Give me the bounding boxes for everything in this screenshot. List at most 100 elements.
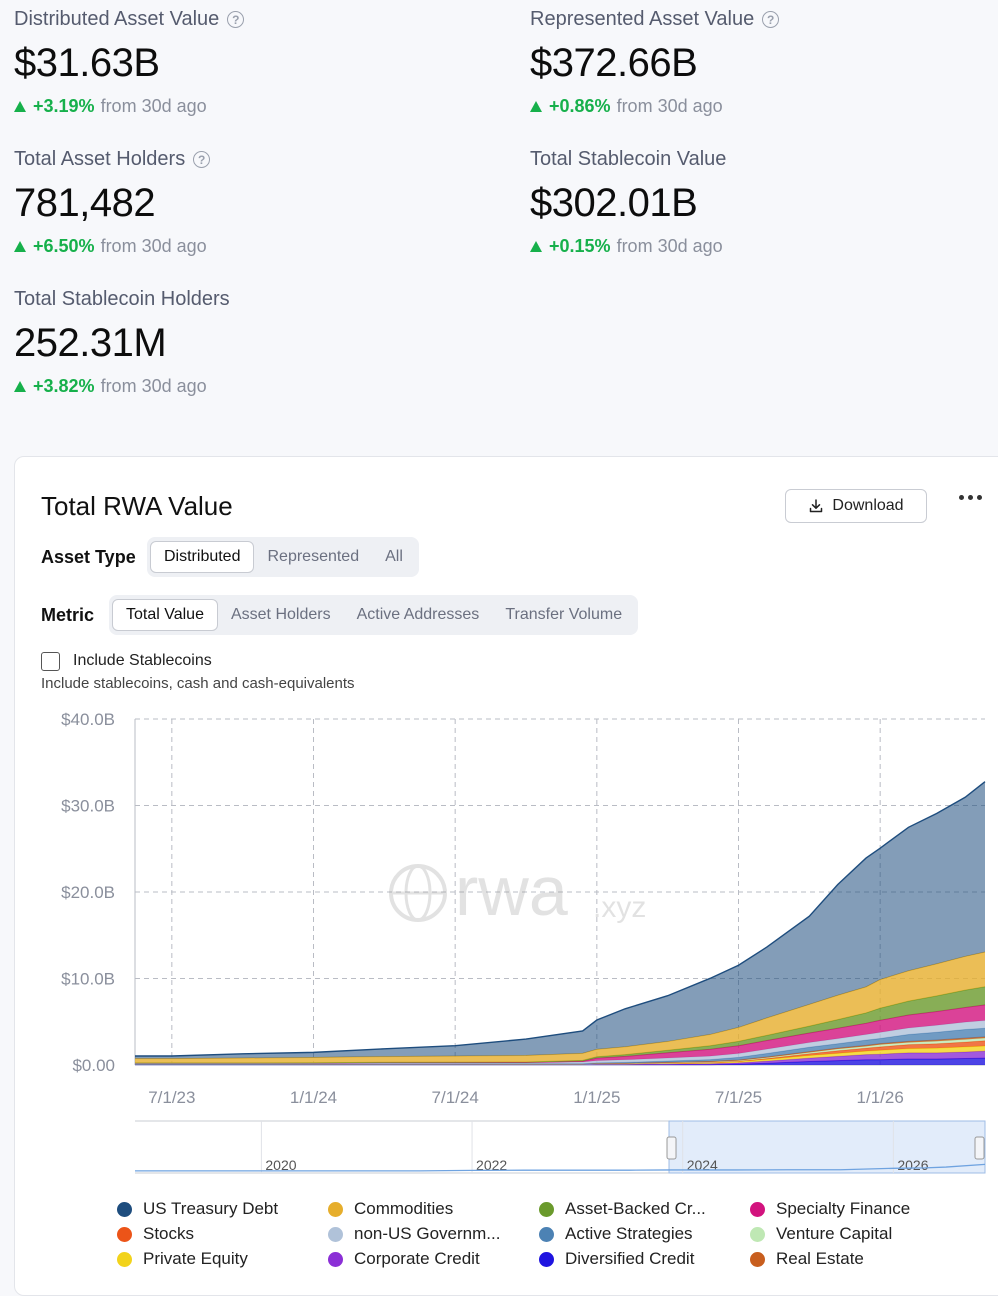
legend-label: Asset-Backed Cr... (565, 1199, 706, 1218)
watermark-suffix: .xyz (593, 891, 646, 924)
area-us-treasury-debt (135, 781, 985, 1059)
area-specialty-finance (135, 1004, 985, 1064)
stat-change-percent: +0.86% (549, 96, 611, 116)
metric-label: Metric (41, 605, 95, 625)
globe-icon (389, 864, 447, 922)
asset-type-option-all[interactable]: All (385, 548, 403, 565)
stat-change: +3.19% from 30d ago (14, 96, 244, 117)
legend-swatch (328, 1226, 343, 1242)
area-venture-capital (135, 1038, 985, 1065)
include-stablecoins-checkbox[interactable] (41, 652, 60, 671)
legend-swatch (328, 1201, 343, 1217)
trend-up-icon (14, 101, 26, 112)
metric-option-total-value[interactable]: Total Value (112, 599, 218, 631)
stat-total-stablecoin-value: Total Stablecoin Value $302.01B +0.15% from… (530, 148, 726, 257)
stat-change-percent: +3.82% (33, 376, 95, 396)
stat-value: $31.63B (14, 41, 160, 85)
asset-type-option-distributed[interactable]: Distributed (150, 541, 255, 573)
asset-type-option-represented[interactable]: Represented (267, 548, 360, 565)
legend-swatch (750, 1201, 765, 1217)
metric-option-active-addresses[interactable]: Active Addresses (356, 606, 480, 623)
legend-item[interactable]: Corporate Credit (328, 1249, 480, 1269)
x-tick-label: 1/1/26 (857, 1088, 904, 1107)
y-tick-label: $30.0B (61, 797, 115, 816)
stat-value: 781,482 (14, 181, 156, 225)
navigator-tick-label: 2026 (897, 1157, 928, 1173)
trend-up-icon (14, 381, 26, 392)
legend-swatch (539, 1251, 554, 1267)
legend-item[interactable]: Active Strategies (539, 1224, 693, 1244)
legend-label: Real Estate (776, 1249, 864, 1268)
x-tick-label: 7/1/24 (432, 1088, 479, 1107)
stat-value: $302.01B (530, 181, 698, 225)
legend-item[interactable]: Diversified Credit (539, 1249, 694, 1269)
navigator-tick-label: 2020 (265, 1157, 296, 1173)
stat-distributed-asset-value: Distributed Asset Value? $31.63B +3.19% fro… (14, 8, 245, 117)
stat-label: Total Stablecoin Value (530, 148, 727, 170)
stat-change-period: from 30d ago (616, 236, 723, 256)
legend-item[interactable]: Stocks (117, 1224, 194, 1244)
stat-change-period: from 30d ago (616, 96, 723, 116)
area-private-equity (135, 1045, 985, 1065)
legend-swatch (328, 1251, 343, 1267)
help-icon[interactable]: ? (193, 151, 211, 168)
legend-label: Active Strategies (565, 1224, 693, 1243)
navigator-right-handle[interactable] (974, 1136, 985, 1160)
stat-change: +6.50% from 30d ago (14, 236, 210, 257)
legend-item[interactable]: Real Estate (750, 1249, 864, 1269)
chart-title: Total RWA Value (41, 491, 233, 521)
help-icon[interactable]: ? (762, 11, 780, 28)
y-tick-label: $40.0B (61, 710, 115, 729)
stat-change: +0.86% from 30d ago (530, 96, 779, 117)
stat-change: +3.82% from 30d ago (14, 376, 230, 397)
download-button[interactable]: Download (785, 489, 927, 523)
legend-item[interactable]: US Treasury Debt (117, 1199, 278, 1219)
legend-swatch (117, 1226, 132, 1242)
navigator-selection[interactable] (668, 1120, 986, 1174)
asset-type-toggle: Distributed Represented All (147, 537, 419, 577)
stat-label: Distributed Asset Value? (14, 8, 245, 31)
x-tick-label: 1/1/25 (573, 1088, 620, 1107)
navigator-left-handle[interactable] (666, 1136, 677, 1160)
stat-value: $372.66B (530, 41, 698, 85)
trend-up-icon (14, 241, 26, 252)
navigator-tick-label: 2022 (476, 1157, 507, 1173)
legend-swatch (750, 1226, 765, 1242)
legend-label: Stocks (143, 1224, 195, 1243)
legend-item[interactable]: non-US Governm... (328, 1224, 500, 1244)
legend-item[interactable]: Commodities (328, 1199, 453, 1219)
stat-change-percent: +6.50% (33, 236, 95, 256)
x-tick-label: 1/1/24 (290, 1088, 337, 1107)
more-dots-icon[interactable] (959, 495, 982, 500)
metric-toggle: Total Value Asset Holders Active Addresses… (109, 595, 639, 635)
stat-change-percent: +0.15% (549, 236, 611, 256)
legend-swatch (539, 1201, 554, 1217)
help-icon[interactable]: ? (227, 11, 245, 28)
y-tick-label: $0.00 (72, 1056, 115, 1075)
stat-label: Total Stablecoin Holders (14, 288, 230, 310)
stat-label: Total Asset Holders? (14, 148, 211, 171)
stat-value: 252.31M (14, 321, 167, 365)
rwa-area-chart: $0.00 $10.0B $20.0B $30.0B $40.0B 7/1/23 1/1/2… (61, 710, 986, 1174)
metric-option-transfer-volume[interactable]: Transfer Volume (505, 606, 623, 623)
legend-label: Specialty Finance (776, 1199, 911, 1218)
navigator-tick-label: 2024 (687, 1157, 718, 1173)
watermark-text: rwa (455, 852, 568, 930)
legend-label: US Treasury Debt (143, 1199, 279, 1218)
legend-item[interactable]: Private Equity (117, 1249, 248, 1269)
globe-meridian (404, 864, 432, 922)
legend-item[interactable]: Venture Capital (750, 1224, 892, 1244)
legend-label: Commodities (354, 1199, 454, 1218)
stat-represented-asset-value: Represented Asset Value? $372.66B +0.86% fr… (530, 8, 780, 117)
legend-swatch (539, 1226, 554, 1242)
legend-item[interactable]: Asset-Backed Cr... (539, 1199, 706, 1219)
asset-type-label: Asset Type (41, 547, 136, 567)
legend-item[interactable]: Specialty Finance (750, 1199, 910, 1219)
legend-swatch (117, 1201, 132, 1217)
stat-total-asset-holders: Total Asset Holders? 781,482 +6.50% from 30… (14, 148, 211, 257)
download-label: Download (832, 497, 904, 514)
metric-option-asset-holders[interactable]: Asset Holders (230, 606, 331, 623)
x-tick-label: 7/1/25 (715, 1088, 762, 1107)
include-stablecoins-label: Include Stablecoins (73, 652, 212, 669)
trend-up-icon (530, 101, 542, 112)
